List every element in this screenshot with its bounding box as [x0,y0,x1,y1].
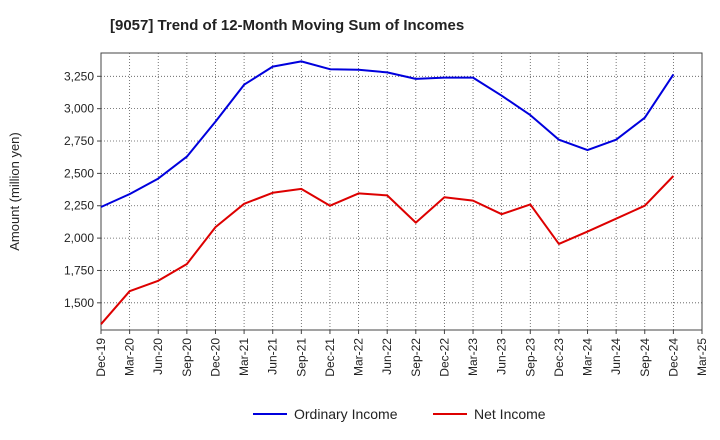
x-tick-label: Dec-19 [94,338,108,377]
x-tick-label: Mar-24 [581,338,595,376]
x-tick-label: Mar-25 [695,338,709,376]
x-tick-label: Mar-20 [123,338,137,376]
y-axis: 1,500 1,750 2,000 2,250 2,500 2,750 3,000 3,250 [64,69,101,310]
chart-title: [9057] Trend of 12-Month Moving Sum of I… [110,17,464,34]
y-tick-label: 1,500 [64,296,94,310]
x-tick-label: Sep-23 [523,338,537,377]
y-tick-label: 2,750 [64,134,94,148]
plot-area [100,52,703,331]
x-tick-label: Dec-20 [208,338,222,377]
ordinary-income-line [100,60,675,208]
x-tick-label: Jun-24 [609,338,623,375]
grid-lines [101,53,702,330]
x-tick-label: Mar-21 [237,338,251,376]
x-tick-label: Mar-22 [352,338,366,376]
x-tick-label: Jun-23 [495,338,509,375]
x-tick-label: Jun-22 [380,338,394,375]
x-tick-label: Sep-21 [294,338,308,377]
y-tick-label: 2,000 [64,231,94,245]
y-tick-label: 3,250 [64,69,94,83]
legend-label-ordinary-income: Ordinary Income [294,406,398,422]
x-tick-label: Dec-21 [323,338,337,377]
x-tick-label: Dec-23 [552,338,566,377]
y-axis-label: Amount (million yen) [7,132,22,251]
x-tick-label: Jun-21 [266,338,280,375]
net-income-line [100,175,675,325]
y-tick-label: 3,000 [64,102,94,116]
y-tick-label: 2,500 [64,166,94,180]
x-tick-label: Dec-22 [437,338,451,377]
x-tick-label: Sep-24 [638,338,652,377]
x-tick-label: Sep-20 [180,338,194,377]
x-tick-label: Sep-22 [409,338,423,377]
x-tick-label: Dec-24 [666,338,680,377]
y-tick-label: 1,750 [64,263,94,277]
series-layer [100,60,675,325]
y-tick-label: 2,250 [64,199,94,213]
legend-label-net-income: Net Income [474,406,546,422]
x-axis: Dec-19 Mar-20 Jun-20 Sep-20 Dec-20 Mar-21 Jun-… [94,330,709,377]
legend: Ordinary Income Net Income [253,406,546,422]
x-tick-label: Jun-20 [151,338,165,375]
x-tick-label: Mar-23 [466,338,480,376]
